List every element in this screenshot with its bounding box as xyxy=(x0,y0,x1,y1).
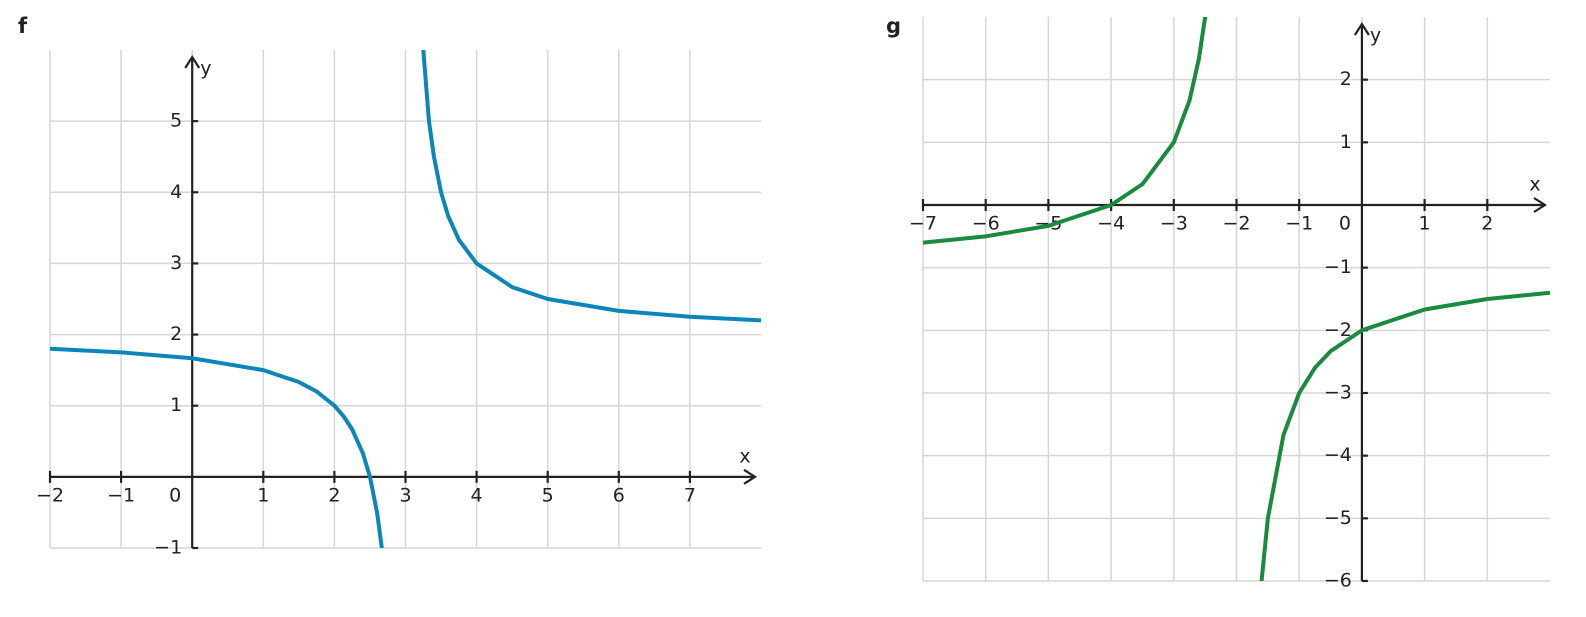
x-tick-label: 3 xyxy=(399,484,411,506)
x-tick-label: −2 xyxy=(1222,213,1250,235)
y-tick-label: 1 xyxy=(170,394,182,416)
x-tick-label: −3 xyxy=(1160,213,1188,235)
y-tick-label: 3 xyxy=(170,252,182,274)
y-tick-label: −6 xyxy=(1324,570,1352,592)
plot xyxy=(923,17,1550,581)
y-tick-label: −1 xyxy=(154,537,182,559)
y-tick-label: −3 xyxy=(1324,382,1352,404)
x-arrow xyxy=(743,468,758,485)
x-tick-label: 2 xyxy=(1481,213,1493,235)
curve xyxy=(50,50,761,548)
y-tick-label: −2 xyxy=(1324,319,1352,341)
x-tick-label: −4 xyxy=(1097,213,1125,235)
x-tick-label: −7 xyxy=(909,213,937,235)
x-tick-label: −6 xyxy=(972,213,1000,235)
y-tick-label: 2 xyxy=(170,323,182,345)
y-tick-label: −1 xyxy=(1324,256,1352,278)
y-tick-label: −5 xyxy=(1324,507,1352,529)
y-arrow xyxy=(184,54,201,69)
x-tick-label: 4 xyxy=(471,484,483,506)
x-tick-label: −2 xyxy=(36,484,64,506)
x-axis-label: x xyxy=(1529,174,1540,196)
x-tick-label: 7 xyxy=(684,484,696,506)
y-tick-label: 4 xyxy=(170,181,182,203)
x-tick-label: 1 xyxy=(1419,213,1431,235)
y-tick-label: 5 xyxy=(170,110,182,132)
plot xyxy=(50,50,761,548)
x-tick-label: −1 xyxy=(107,484,135,506)
y-axis-label: y xyxy=(200,58,211,80)
y-arrow xyxy=(1353,21,1370,36)
y-axis-label: y xyxy=(1370,25,1381,47)
x-tick-label: 6 xyxy=(613,484,625,506)
x-tick-label: 0 xyxy=(169,484,181,506)
curve xyxy=(923,17,1550,581)
y-tick-label: −4 xyxy=(1324,444,1352,466)
panel-label: g xyxy=(886,14,901,38)
x-arrow xyxy=(1533,197,1548,213)
x-tick-label: −1 xyxy=(1285,213,1313,235)
x-axis-label: x xyxy=(739,445,750,467)
y-tick-label: 1 xyxy=(1340,131,1352,153)
y-tick-label: 2 xyxy=(1340,68,1352,90)
x-tick-label: 1 xyxy=(257,484,269,506)
panel-label: f xyxy=(18,14,28,38)
x-tick-label: 2 xyxy=(328,484,340,506)
x-tick-label: 5 xyxy=(542,484,554,506)
x-tick-label: 0 xyxy=(1339,213,1351,235)
